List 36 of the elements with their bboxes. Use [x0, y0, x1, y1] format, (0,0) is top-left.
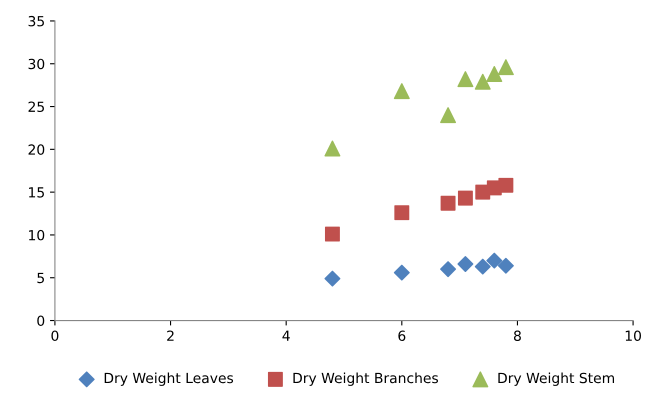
y-tick-label: 20 [28, 144, 44, 155]
point [457, 71, 474, 88]
legend-label: Dry Weight Leaves [104, 372, 234, 386]
point [498, 178, 514, 193]
y-tick-label: 5 [37, 272, 44, 284]
x-tick-label: 2 [167, 330, 174, 341]
point [324, 140, 340, 156]
point [498, 59, 514, 76]
y-tick-label: 30 [28, 58, 44, 70]
point [440, 196, 456, 211]
point [486, 252, 502, 269]
point [457, 256, 474, 272]
x-tick-label: 4 [282, 330, 290, 341]
legend-label: Dry Weight Stem [498, 372, 614, 386]
point [394, 264, 410, 281]
point [474, 258, 491, 275]
point [394, 83, 410, 100]
legend-label: Dry Weight Branches [293, 372, 438, 386]
point [324, 226, 340, 242]
point [440, 107, 456, 124]
point [486, 66, 502, 82]
x-tick-label: 0 [51, 330, 58, 342]
point [458, 190, 473, 206]
point [440, 261, 456, 278]
y-tick-label: 25 [28, 102, 44, 112]
y-tick-label: 0 [37, 316, 44, 326]
point [474, 74, 491, 90]
y-tick-label: 15 [29, 187, 44, 198]
point [324, 270, 340, 287]
point [394, 205, 410, 220]
x-tick-label: 10 [626, 330, 641, 342]
point [498, 258, 514, 274]
x-tick-label: 6 [398, 330, 406, 342]
x-tick-label: 8 [514, 330, 521, 342]
y-tick-label: 35 [28, 16, 44, 26]
y-tick-label: 10 [29, 230, 44, 240]
